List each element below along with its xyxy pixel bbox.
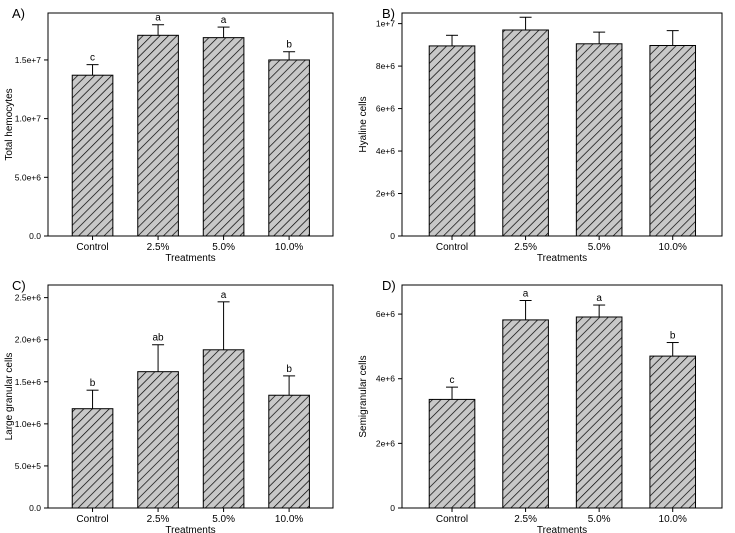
y-tick-label: 1.5e+7	[15, 55, 42, 65]
chart-panel-2: B) 0 2e+6 4e+6 6e+6 8e+6 1e+7 Hyaline cells Cont…	[358, 6, 723, 264]
significance-letter: b	[286, 40, 292, 51]
x-tick-label: 10.0%	[659, 242, 687, 253]
y-tick-label: 4e+6	[376, 374, 395, 384]
y-tick-label: 0	[390, 503, 395, 513]
bar-1	[71, 74, 114, 237]
y-axis-label: Total hemocytes	[4, 88, 15, 160]
y-tick-label: 2.0e+6	[15, 335, 42, 345]
chart-panel-4: D) 0 2e+6 4e+6 6e+6 Semigranular cells c Contro…	[358, 278, 723, 533]
chart-panel-3: C) 0.0 5.0e+5 1.0e+6 1.5e+6 2.0e+6 2.5e+6 Large…	[4, 278, 334, 533]
plot-frame	[401, 12, 723, 237]
significance-letter: b	[286, 364, 292, 375]
y-tick-label: 8e+6	[376, 61, 395, 71]
significance-letter: a	[596, 293, 602, 304]
bar-4	[649, 44, 697, 237]
y-tick-label: 2.5e+6	[15, 293, 42, 303]
y-tick-label: 1.0e+7	[15, 114, 42, 124]
bar-4	[268, 394, 310, 509]
y-tick-label: 0.0	[29, 231, 41, 241]
bar-2	[137, 34, 179, 237]
y-tick-label: 1.0e+6	[15, 419, 42, 429]
x-tick-label: Control	[436, 514, 468, 525]
bar-3	[202, 37, 245, 237]
x-tick-label: 10.0%	[275, 242, 303, 253]
y-tick-label: 1e+7	[376, 19, 395, 29]
significance-letter: ab	[153, 333, 165, 344]
y-tick-label: 5.0e+6	[15, 172, 42, 182]
x-tick-label: 5.0%	[212, 242, 235, 253]
x-tick-label: 2.5%	[514, 514, 537, 525]
y-axis-label: Semigranular cells	[358, 355, 369, 437]
plot-frame	[47, 12, 334, 237]
x-tick-label: 5.0%	[588, 514, 611, 525]
bar-3	[575, 43, 623, 237]
significance-letter: a	[221, 290, 227, 301]
significance-letter: a	[221, 15, 227, 26]
y-tick-label: 4e+6	[376, 146, 395, 156]
x-axis-label: Treatments	[537, 525, 587, 533]
x-tick-label: Control	[436, 242, 468, 253]
bar-1	[428, 398, 476, 509]
x-tick-label: 10.0%	[275, 514, 303, 525]
x-axis-label: Treatments	[165, 253, 215, 264]
significance-letter: b	[670, 331, 676, 342]
bar-2	[502, 319, 549, 509]
y-axis-label: Large granular cells	[4, 353, 15, 441]
x-axis-label: Treatments	[537, 253, 587, 264]
x-tick-label: 10.0%	[659, 514, 687, 525]
bar-1	[71, 408, 114, 509]
y-tick-label: 6e+6	[376, 309, 395, 319]
significance-letter: b	[90, 378, 96, 389]
y-tick-label: 6e+6	[376, 104, 395, 114]
x-tick-label: 2.5%	[147, 514, 170, 525]
plot-frame	[401, 284, 723, 509]
bar-3	[575, 316, 623, 509]
x-tick-label: 5.0%	[212, 514, 235, 525]
y-tick-label: 0.0	[29, 503, 41, 513]
significance-letter: a	[523, 289, 529, 300]
y-tick-label: 2e+6	[376, 438, 395, 448]
plot-frame	[47, 284, 334, 509]
y-tick-label: 5.0e+5	[15, 461, 42, 471]
x-tick-label: 2.5%	[147, 242, 170, 253]
x-tick-label: Control	[76, 514, 108, 525]
x-tick-label: 2.5%	[514, 242, 537, 253]
panel-label: B)	[382, 6, 395, 21]
y-tick-label: 2e+6	[376, 189, 395, 199]
significance-letter: a	[155, 13, 161, 24]
bar-4	[649, 355, 697, 509]
x-tick-label: Control	[76, 242, 108, 253]
x-tick-label: 5.0%	[588, 242, 611, 253]
bar-1	[428, 45, 476, 237]
significance-letter: c	[90, 53, 95, 64]
bar-2	[502, 29, 549, 237]
y-axis-label: Hyaline cells	[358, 96, 369, 152]
panel-label: C)	[12, 278, 26, 293]
bar-3	[202, 349, 245, 509]
bar-2	[137, 371, 179, 509]
x-axis-label: Treatments	[165, 525, 215, 533]
panel-label: A)	[12, 6, 25, 21]
panel-label: D)	[382, 278, 396, 293]
y-tick-label: 0	[390, 231, 395, 241]
significance-letter: c	[450, 375, 455, 386]
chart-panel-1: A) 0.0 5.0e+6 1.0e+7 1.5e+7 Total hemocytes c C…	[4, 6, 334, 264]
y-tick-label: 1.5e+6	[15, 377, 42, 387]
bar-4	[268, 59, 310, 237]
